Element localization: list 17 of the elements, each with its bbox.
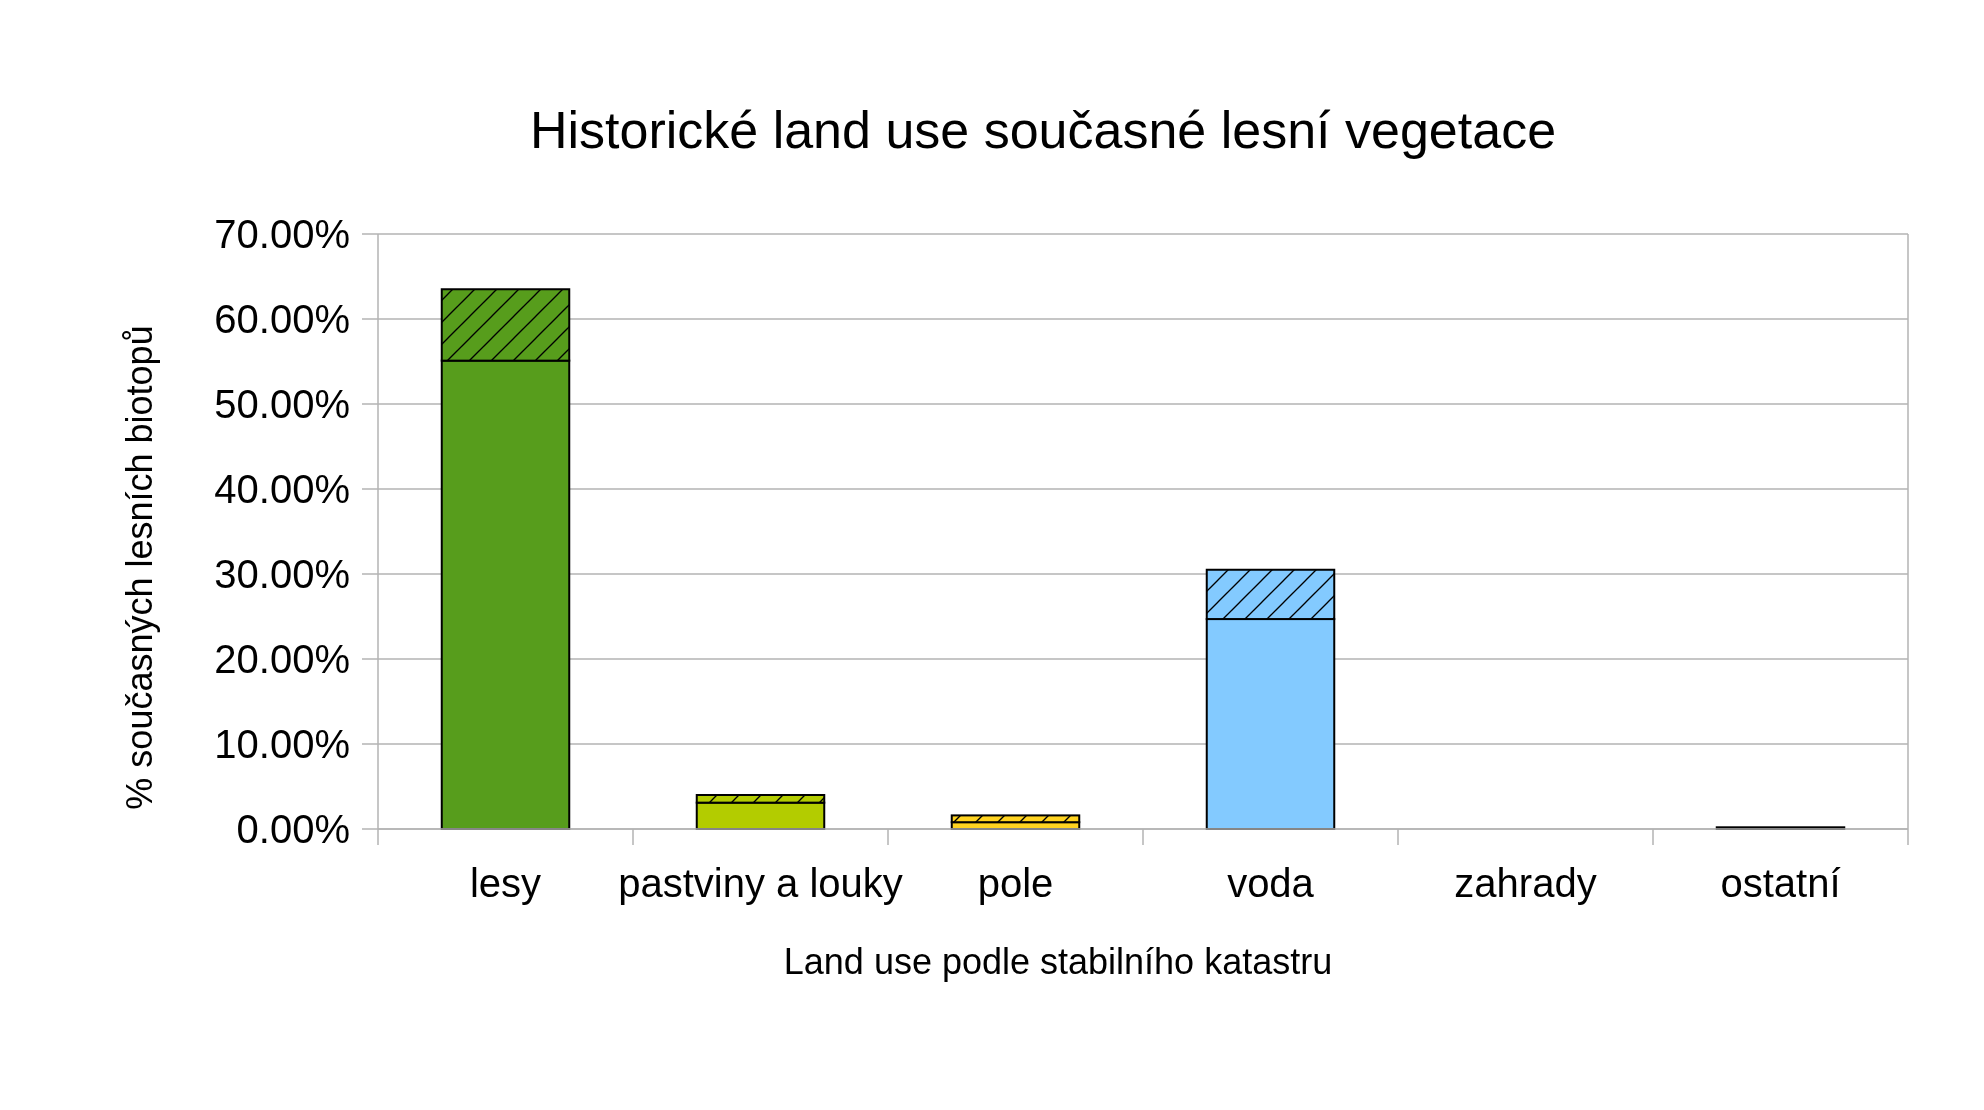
x-tick-label: voda: [1227, 861, 1315, 905]
y-tick-label: 50.00%: [214, 382, 350, 426]
x-tick-label: pole: [977, 861, 1054, 905]
y-tick-label: 20.00%: [214, 637, 350, 681]
chart-title: Historické land use současné lesní vegetace: [529, 101, 1557, 159]
x-tick-label: lesy: [469, 861, 542, 905]
x-axis-title: Land use podle stabilního katastru: [783, 941, 1333, 982]
y-tick-label: 40.00%: [214, 467, 350, 511]
y-axis-title: % současných lesních biotopů: [119, 325, 160, 810]
y-tick-label: 0.00%: [236, 807, 350, 851]
x-tick-label: zahrady: [1454, 861, 1597, 905]
x-tick-label: ostatní: [1720, 861, 1841, 905]
y-tick-label: 10.00%: [214, 722, 350, 766]
y-tick-label: 30.00%: [214, 552, 350, 596]
x-tick-label: pastviny a louky: [618, 861, 903, 905]
y-tick-label: 60.00%: [214, 297, 350, 341]
y-tick-label: 70.00%: [214, 212, 350, 256]
